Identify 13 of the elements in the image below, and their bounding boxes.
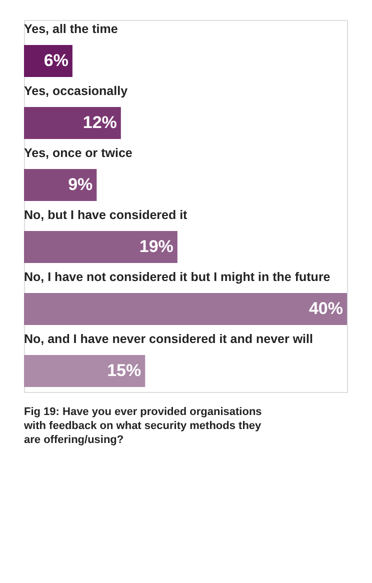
y-tick-label: Yes, once or twice	[24, 146, 132, 160]
data-label: 9%	[68, 175, 93, 194]
data-label: 6%	[44, 51, 68, 70]
data-label: 19%	[139, 237, 174, 256]
data-label: 40%	[308, 299, 343, 318]
y-tick-label: Yes, all the time	[24, 22, 118, 36]
y-tick-label: No, I have not considered it but I might in the future	[24, 270, 330, 284]
y-tick-label: No, and I have never considered it and never will	[24, 332, 313, 346]
y-tick-label: No, but I have considered it	[24, 208, 188, 222]
data-label: 15%	[107, 361, 142, 380]
caption: Fig 19: Have you ever provided organisations with feedback on what security methods they are offering/using?	[23, 406, 262, 446]
data-label: 12%	[82, 113, 117, 132]
y-tick-label: Yes, occasionally	[24, 84, 128, 98]
